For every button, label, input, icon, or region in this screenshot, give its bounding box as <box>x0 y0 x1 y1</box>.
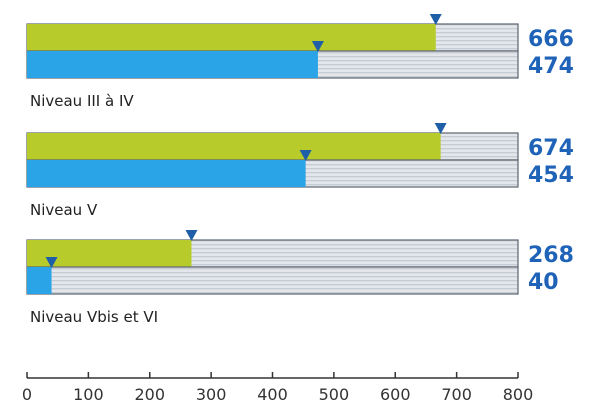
bar-marker <box>299 150 312 161</box>
bar <box>27 51 318 78</box>
bar-marker <box>311 41 324 52</box>
bar-marker <box>185 230 198 241</box>
x-tick-label: 500 <box>319 385 350 403</box>
bar <box>27 267 52 294</box>
bar-marker <box>45 257 58 268</box>
category-label: Niveau V <box>30 201 98 219</box>
x-axis: 0 100 200 300 400 500 600 700 800 <box>22 372 533 403</box>
category-label: Niveau Vbis et VI <box>30 308 158 326</box>
x-tick-label: 100 <box>73 385 104 403</box>
x-tick-label: 600 <box>380 385 411 403</box>
x-tick-label: 700 <box>441 385 472 403</box>
data-label: 454 <box>528 163 574 188</box>
data-label: 474 <box>528 54 574 79</box>
data-label: 674 <box>528 136 574 161</box>
data-label: 40 <box>528 270 559 295</box>
bar-track <box>26 266 519 295</box>
bar-marker <box>434 123 447 134</box>
category-label: Niveau III à IV <box>30 92 134 110</box>
x-tick-label: 0 <box>22 385 32 403</box>
bar <box>27 24 436 51</box>
data-label: 666 <box>528 27 574 52</box>
x-tick-label: 400 <box>257 385 288 403</box>
x-tick-label: 800 <box>503 385 534 403</box>
data-label: 268 <box>528 243 574 268</box>
bar <box>27 133 441 160</box>
bar <box>27 160 306 187</box>
bar-marker <box>429 14 442 25</box>
x-tick-label: 200 <box>134 385 165 403</box>
x-tick-label: 300 <box>196 385 227 403</box>
